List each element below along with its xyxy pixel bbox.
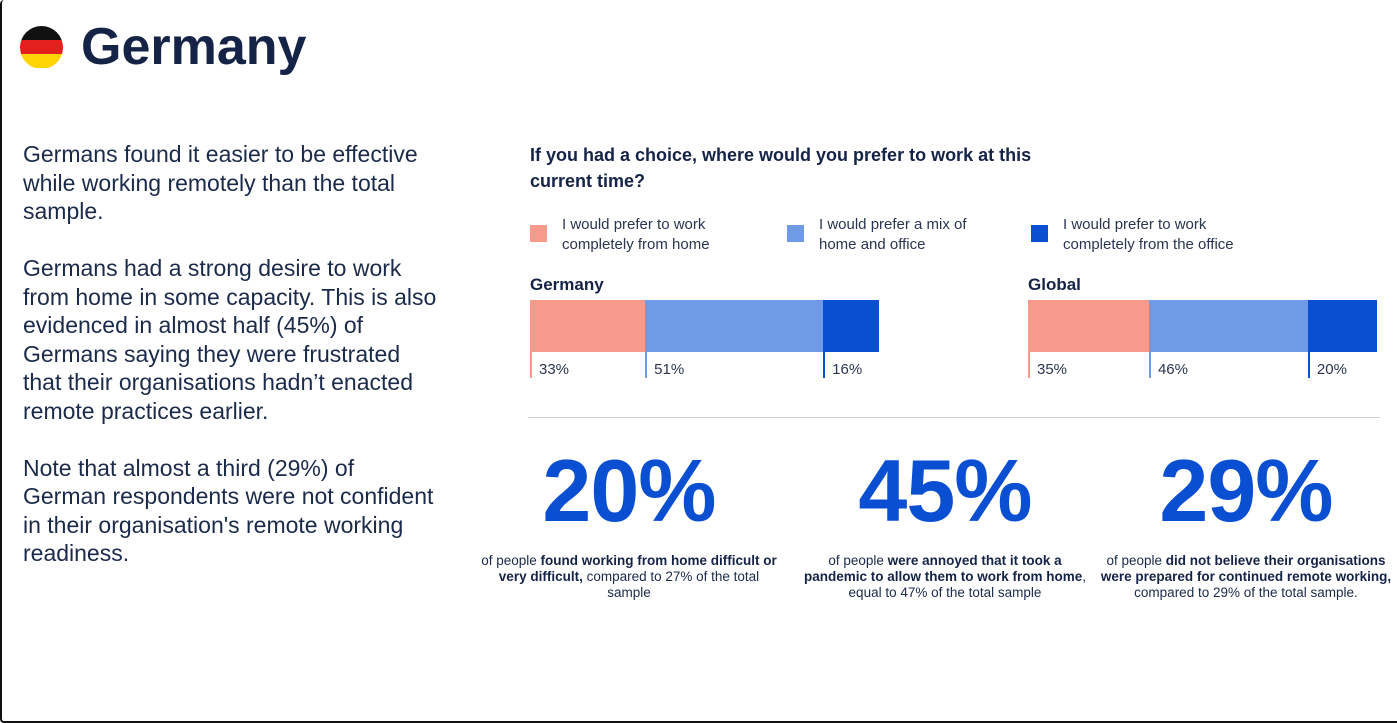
summary-paragraph: Germans had a strong desire to work from…	[23, 255, 437, 424]
legend-label-mix: I would prefer a mix of home and office	[819, 216, 967, 253]
stat-desc-post: compared to 29% of the total sample.	[1134, 585, 1358, 600]
page-title: Germany	[81, 18, 307, 76]
bar-tick-mix	[1148, 352, 1151, 378]
bar-tick-office	[823, 352, 826, 378]
bar-tick-mix	[645, 352, 648, 378]
stat-desc-bold: were annoyed that it took a pandemic to …	[803, 553, 1083, 584]
bar-chart-global: Global 35% 46% 20%	[1028, 274, 1377, 378]
header: Germany	[20, 18, 307, 76]
bar-tick-home	[530, 352, 532, 378]
stat-number: 20%	[542, 441, 716, 540]
bar-row	[530, 300, 879, 352]
bar-labels: 33% 51% 16%	[530, 352, 879, 378]
legend-swatch-office	[1031, 225, 1048, 242]
bar-labels: 35% 46% 20%	[1028, 352, 1377, 378]
bar-segment-mix	[645, 300, 824, 352]
stat-description: of people found working from home diffic…	[479, 553, 779, 601]
flag-stripe-red	[20, 39, 63, 55]
bar-value-label-office: 16%	[832, 361, 863, 378]
summary-text: Germans found it easier to be effective …	[23, 140, 443, 596]
bar-segment-office	[1307, 300, 1377, 352]
bar-segment-home	[530, 300, 646, 352]
stat-number: 45%	[858, 441, 1032, 540]
legend-label-home: I would prefer to work completely from h…	[562, 216, 710, 253]
legend-item-home: I would prefer to work completely from h…	[530, 215, 710, 255]
bar-value-label-mix: 46%	[1157, 361, 1188, 378]
stat-desc-pre: of people	[1106, 553, 1166, 568]
stat-card: 20% of people found working from home di…	[479, 445, 779, 601]
bar-chart-germany: Germany 33% 51% 16%	[530, 274, 879, 378]
stat-desc-bold: found working from home difficult or ver…	[498, 553, 777, 584]
bar-row	[1028, 300, 1377, 352]
summary-paragraph: Note that almost a third (29%) of German…	[23, 454, 434, 567]
stat-description: of people did not believe their organisa…	[1096, 553, 1396, 601]
bar-value-label-office: 20%	[1316, 361, 1347, 378]
legend-swatch-home	[530, 225, 547, 242]
stat-desc-bold: did not believe their organisations were…	[1100, 553, 1392, 584]
stat-desc-pre: of people	[481, 553, 541, 568]
stat-card: 45% of people were annoyed that it took …	[795, 445, 1095, 601]
stat-card: 29% of people did not believe their orga…	[1096, 445, 1396, 601]
bar-tick-home	[1028, 352, 1030, 378]
flag-stripe-black	[20, 25, 63, 40]
stat-desc-pre: of people	[828, 553, 888, 568]
bar-tick-office	[1307, 352, 1310, 378]
bar-value-label-mix: 51%	[654, 361, 685, 378]
section-divider	[528, 417, 1380, 418]
bar-segment-mix	[1148, 300, 1308, 352]
legend-item-mix: I would prefer a mix of home and office	[787, 215, 967, 255]
stat-description: of people were annoyed that it took a pa…	[795, 553, 1095, 601]
chart-legend: I would prefer to work completely from h…	[0, 215, 1397, 259]
germany-flag-icon	[20, 25, 63, 69]
chart-title: If you had a choice, where would you pre…	[530, 145, 1032, 191]
bar-segment-home	[1028, 300, 1149, 352]
legend-swatch-mix	[787, 225, 804, 242]
stat-desc-post: , equal to 47% of the total sample	[848, 569, 1087, 600]
bar-segment-office	[823, 300, 879, 352]
summary-paragraph: Germans found it easier to be effective …	[23, 141, 418, 224]
stat-number: 29%	[1159, 441, 1333, 540]
legend-label-office: I would prefer to work completely from t…	[1063, 216, 1234, 253]
bar-value-label-home: 35%	[1037, 361, 1068, 378]
stat-desc-post: compared to 27% of the total sample	[582, 569, 760, 600]
bar-value-label-home: 33%	[539, 361, 570, 378]
bar-title-global: Global	[1028, 275, 1081, 294]
legend-item-office: I would prefer to work completely from t…	[1031, 215, 1234, 255]
bar-title-germany: Germany	[530, 275, 604, 294]
flag-stripe-gold	[20, 54, 63, 69]
